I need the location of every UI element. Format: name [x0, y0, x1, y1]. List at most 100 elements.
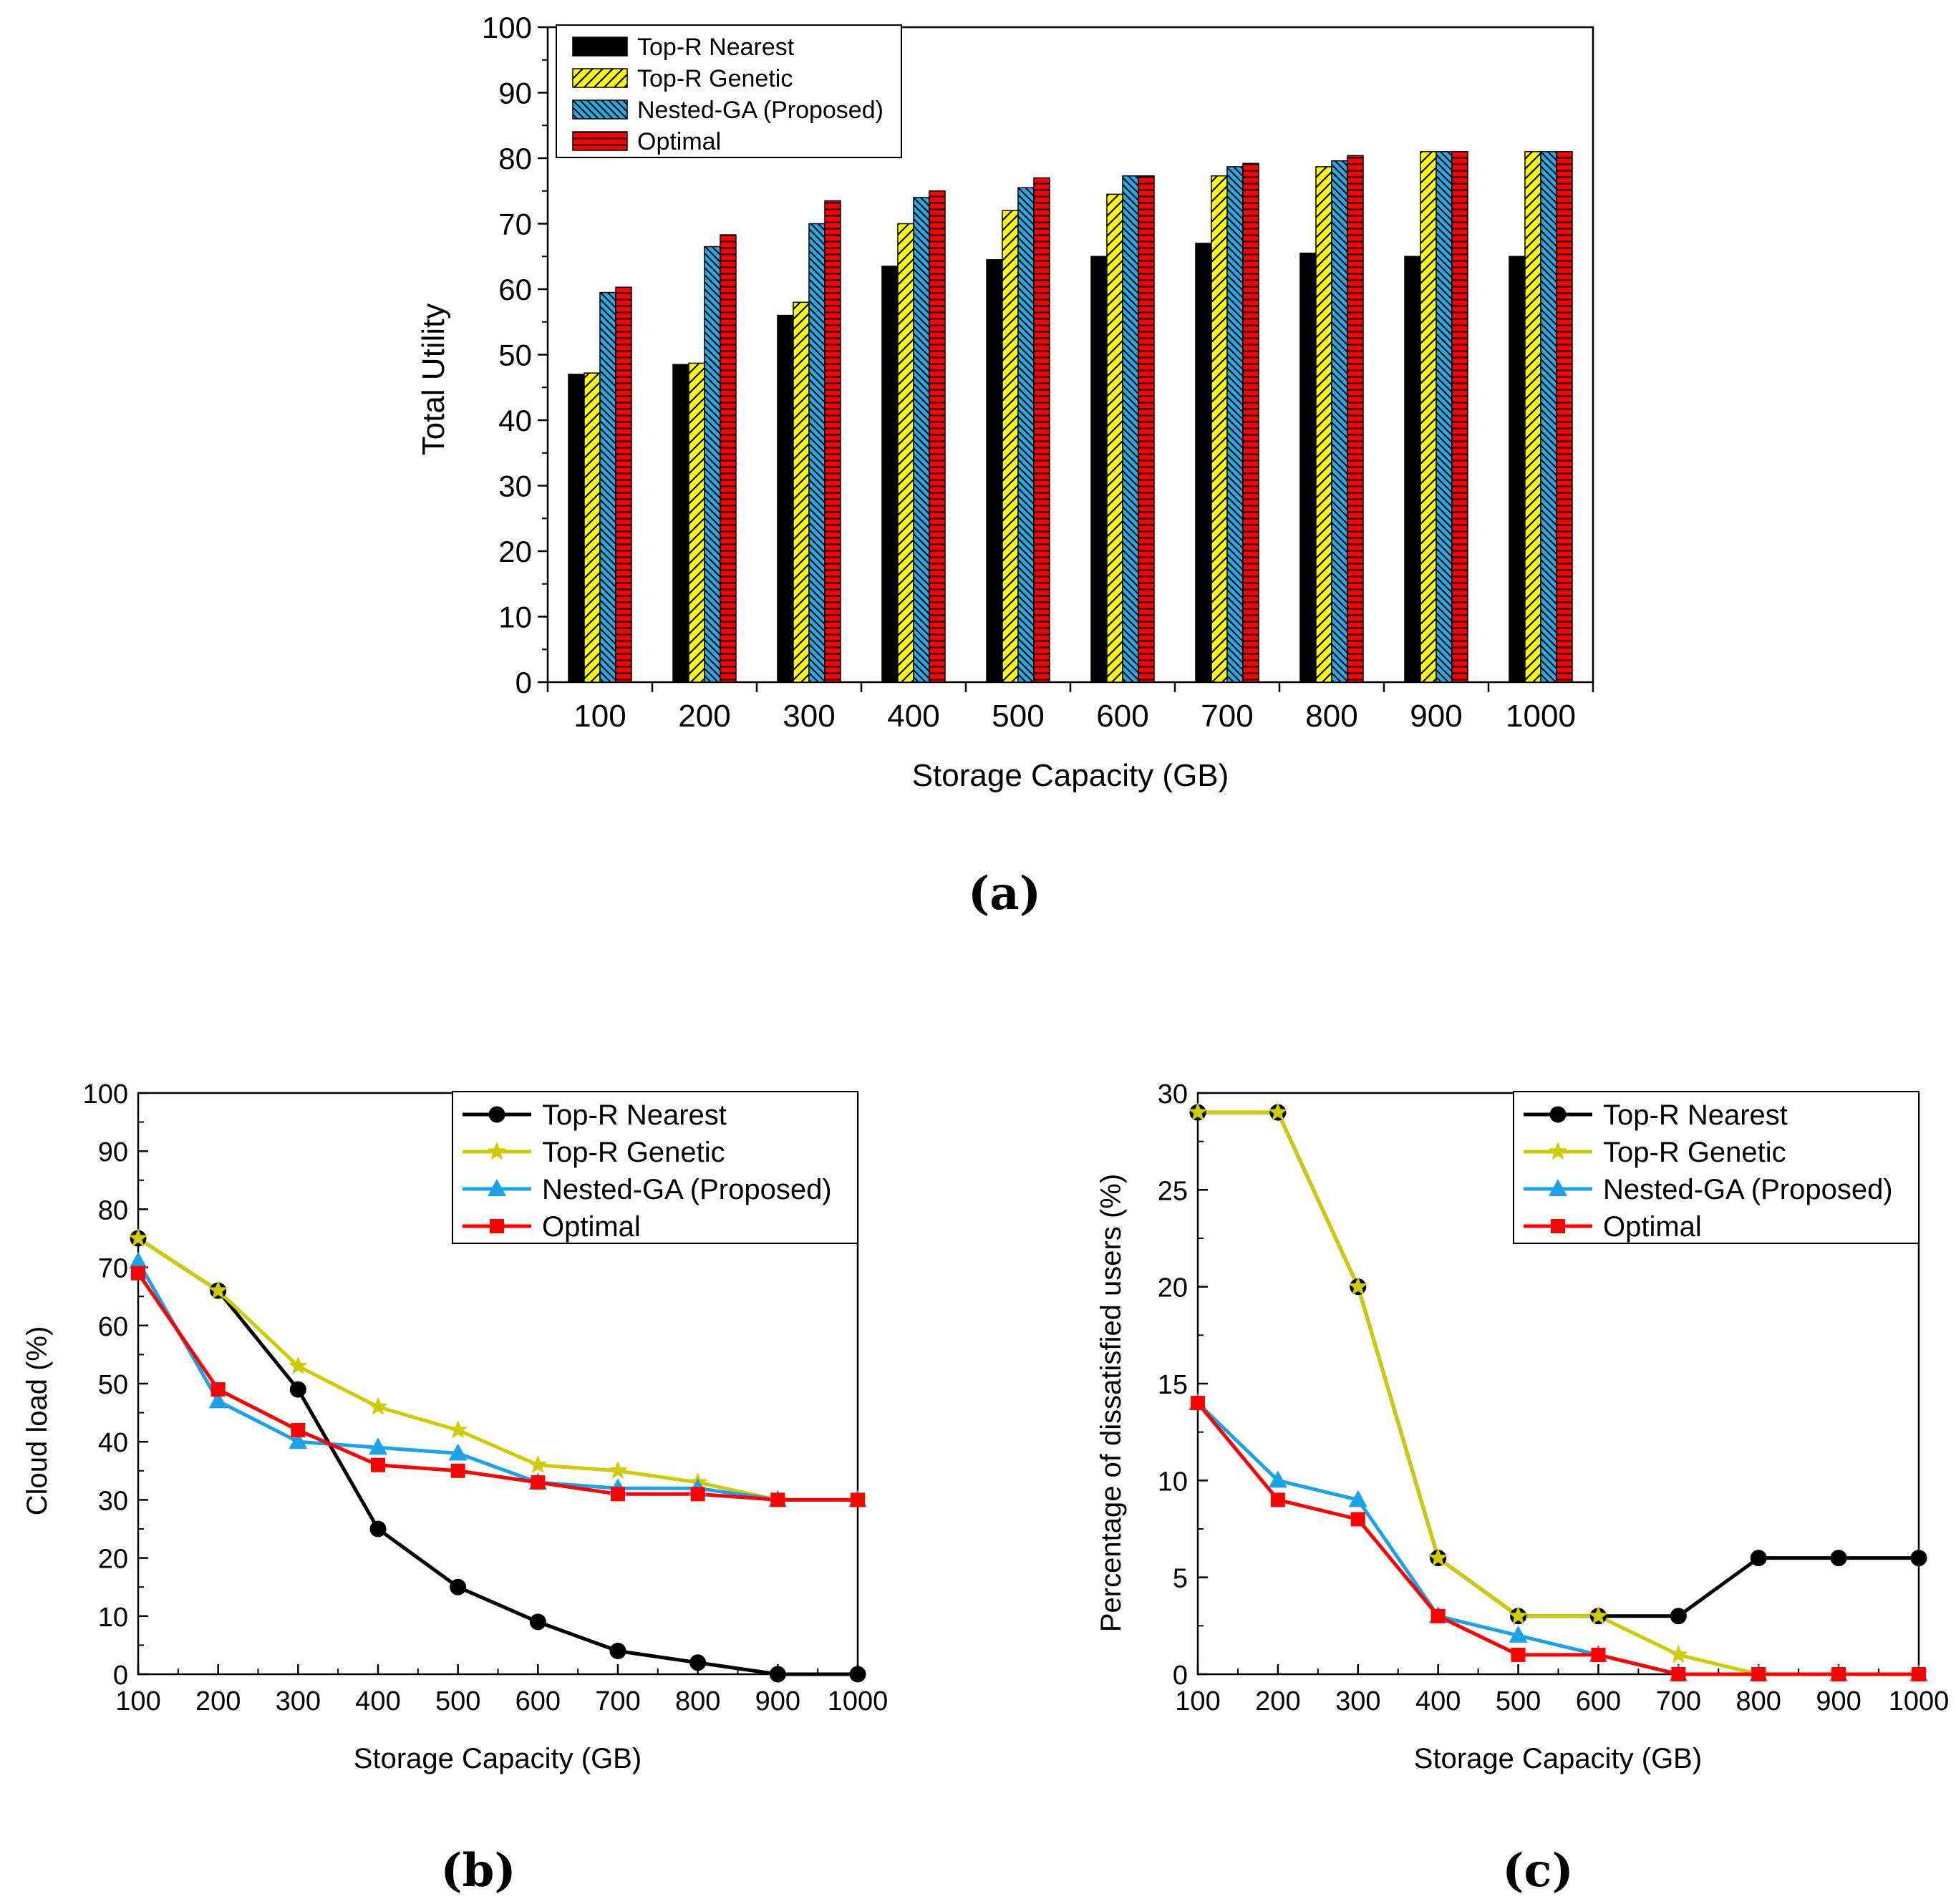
chart-a-y-tick-label: 0: [515, 666, 532, 699]
point-optimal: [851, 1492, 865, 1507]
chart-c-y-tick-label: 0: [1173, 1661, 1188, 1691]
chart-a-y-tick-label: 20: [498, 535, 532, 568]
legend-label-top-r-nearest: Top-R Nearest: [637, 34, 795, 61]
point-optimal: [1831, 1667, 1846, 1681]
chart-b-x-tick-label: 300: [276, 1686, 321, 1716]
point-top-r-genetic: [1188, 1102, 1208, 1121]
bar-top-r-genetic: [1420, 151, 1437, 683]
point-optimal: [1350, 1512, 1365, 1527]
legend-swatch-top-r-genetic: [572, 68, 628, 88]
bar-top-r-genetic: [793, 301, 810, 683]
chart-c-y-tick-label: 10: [1158, 1467, 1188, 1497]
chart-c-x-tick-label: 400: [1415, 1686, 1461, 1716]
bar-top-r-nearest: [881, 266, 899, 683]
point-optimal: [1270, 1492, 1285, 1507]
point-top-r-genetic: [368, 1397, 388, 1415]
legend-marker-top-r-nearest: [1549, 1106, 1567, 1123]
point-top-r-nearest: [1830, 1550, 1847, 1567]
chart-c-caption: (c): [1502, 1844, 1574, 1898]
chart-b-x-tick-label: 500: [435, 1686, 480, 1716]
line-optimal: [1196, 1402, 1919, 1676]
legend-label-top-r-genetic: Top-R Genetic: [542, 1137, 725, 1168]
chart-c-x-tick-label: 100: [1175, 1686, 1220, 1716]
point-top-r-nearest: [1910, 1550, 1927, 1567]
legend-label-optimal: Optimal: [1603, 1211, 1702, 1243]
chart-a-x-tick-label: 900: [1410, 699, 1462, 734]
point-nested-ga-proposed: [208, 1391, 228, 1409]
point-optimal: [450, 1463, 465, 1478]
chart-c-y-tick-label: 5: [1173, 1564, 1188, 1594]
legend-label-optimal: Optimal: [542, 1211, 641, 1243]
point-top-r-nearest: [689, 1654, 707, 1671]
point-optimal: [690, 1487, 705, 1502]
chart-b-cloud-load: 0 10 20 30 40 50 60 70 80 90 100 100 200 300 400 500 600…: [21, 1079, 888, 1898]
chart-a-x-tick-label: 100: [573, 699, 626, 734]
point-top-r-genetic: [1589, 1606, 1608, 1625]
legend-marker-nested-ga-proposed: [488, 1179, 506, 1196]
bar-top-r-nearest: [1299, 252, 1317, 683]
point-top-r-nearest: [529, 1613, 546, 1631]
chart-a-x-tick-label: 400: [887, 699, 939, 734]
legend-swatch-optimal: [572, 131, 628, 151]
point-optimal: [371, 1457, 385, 1472]
bar-optimal: [720, 234, 737, 683]
bar-top-r-nearest: [1195, 243, 1212, 683]
chart-b-x-tick-label: 600: [515, 1686, 561, 1716]
chart-b-x-tick-label: 100: [115, 1686, 160, 1716]
bar-top-r-nearest: [568, 374, 585, 683]
point-optimal: [131, 1266, 145, 1281]
chart-a-ticks: [538, 26, 1594, 692]
point-nested-ga-proposed: [1509, 1625, 1528, 1643]
point-top-r-genetic: [448, 1420, 468, 1439]
chart-c-x-tick-label: 200: [1255, 1686, 1300, 1716]
chart-b-y-tick-label: 100: [83, 1079, 128, 1109]
bar-optimal: [1347, 155, 1364, 683]
point-nested-ga-proposed: [448, 1443, 468, 1461]
legend-marker-top-r-nearest: [488, 1106, 505, 1123]
legend-marker-top-r-genetic: [487, 1142, 507, 1160]
point-top-r-genetic: [528, 1454, 548, 1473]
bar-top-r-genetic: [688, 362, 705, 683]
chart-b-y-tick-label: 40: [98, 1428, 128, 1458]
legend-label-top-r-nearest: Top-R Nearest: [1603, 1099, 1788, 1131]
chart-b-y-tick-label: 20: [98, 1545, 128, 1575]
chart-a-y-tick-label: 90: [498, 77, 532, 110]
line-nested-ga-proposed: [1196, 1402, 1919, 1676]
chart-c-y-tick-label: 25: [1158, 1176, 1188, 1206]
chart-c-x-tick-label: 600: [1576, 1686, 1621, 1716]
legend-label-nested-ga-proposed: Nested-GA (Proposed): [1603, 1174, 1893, 1205]
chart-a-x-tick-label: 700: [1201, 699, 1253, 734]
chart-a-y-tick-label: 80: [498, 142, 532, 175]
bar-optimal: [824, 200, 841, 683]
chart-b-y-tick-label: 50: [98, 1370, 128, 1400]
point-nested-ga-proposed: [1268, 1470, 1287, 1488]
chart-c-series: [1188, 1102, 1929, 1683]
chart-c-ticks: [1196, 1092, 1920, 1676]
chart-c-x-tick-label: 1000: [1889, 1686, 1950, 1716]
chart-a-legend: Top-R Nearest Top-R Genetic Nested-GA (Pro…: [556, 24, 902, 158]
chart-c-legend-box: [1513, 1091, 1919, 1244]
point-optimal: [1591, 1647, 1606, 1662]
chart-b-y-tick-label: 70: [98, 1254, 128, 1284]
bar-nested-ga-proposed: [913, 197, 930, 683]
chart-c-dissatisfied-users: 0 5 10 15 20 25 30 100 200 300 400 500 600 700 800 900 1…: [1095, 1079, 1949, 1898]
chart-a-x-tick-label: 800: [1305, 699, 1357, 734]
line-top-r-nearest: [137, 1236, 858, 1676]
point-top-r-nearest: [1670, 1608, 1687, 1625]
bar-optimal: [929, 190, 946, 683]
point-optimal: [531, 1475, 546, 1490]
bar-top-r-genetic: [1002, 210, 1019, 683]
chart-a-x-tick-label: 1000: [1506, 699, 1576, 734]
point-top-r-nearest: [609, 1643, 626, 1660]
point-top-r-genetic: [1268, 1102, 1288, 1121]
point-optimal: [770, 1492, 785, 1507]
bar-top-r-nearest: [777, 314, 794, 683]
chart-c-tick-labels: 0 5 10 15 20 25 30 100 200 300 400 500 600 700 800 900 1…: [1158, 1079, 1950, 1716]
bar-optimal: [1138, 175, 1155, 683]
chart-c-x-tick-label: 900: [1816, 1686, 1861, 1716]
chart-a-y-tick-label: 40: [498, 404, 532, 437]
point-top-r-genetic: [1669, 1644, 1688, 1663]
legend-label-nested-ga-proposed: Nested-GA (Proposed): [637, 97, 883, 124]
point-nested-ga-proposed: [1348, 1490, 1367, 1507]
bar-top-r-genetic: [1211, 175, 1228, 683]
